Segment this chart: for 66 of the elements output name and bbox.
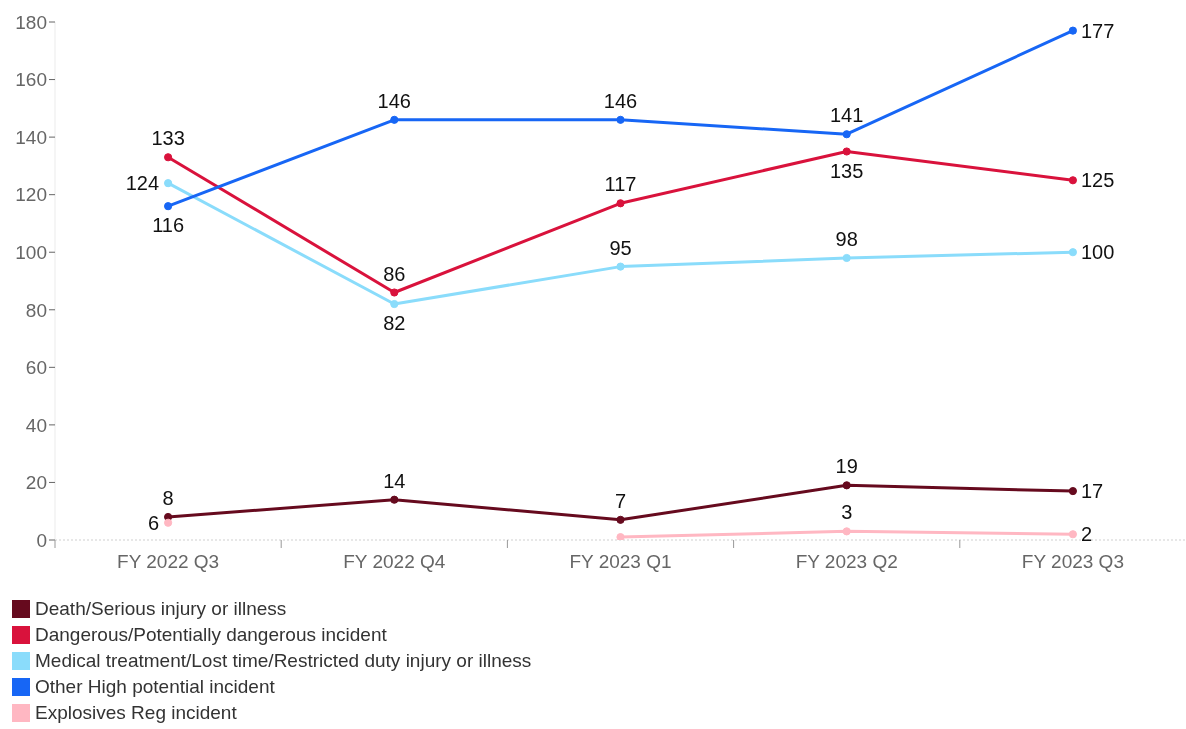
data-label: 177 bbox=[1080, 19, 1115, 42]
data-label: 86 bbox=[383, 262, 406, 285]
data-label: 100 bbox=[1080, 241, 1115, 264]
data-label: 135 bbox=[830, 159, 864, 182]
data-label: 141 bbox=[830, 104, 864, 127]
data-label: 133 bbox=[151, 127, 185, 150]
legend-label: Explosives Reg incident bbox=[35, 702, 237, 724]
point bbox=[1068, 530, 1077, 539]
x-tick-label: FY 2023 Q3 bbox=[1021, 551, 1124, 572]
data-label: 19 bbox=[835, 455, 858, 478]
point bbox=[164, 202, 173, 211]
point bbox=[842, 130, 851, 139]
data-label: 146 bbox=[377, 89, 411, 112]
point bbox=[1068, 486, 1077, 496]
point bbox=[390, 495, 399, 504]
point bbox=[616, 515, 625, 524]
point bbox=[164, 153, 173, 162]
point bbox=[164, 179, 173, 188]
point bbox=[1068, 248, 1077, 257]
point bbox=[390, 288, 399, 297]
point bbox=[1068, 26, 1077, 35]
point bbox=[616, 115, 625, 124]
point bbox=[616, 199, 625, 208]
data-label: 2 bbox=[1080, 523, 1093, 546]
y-tick-label: 100 bbox=[15, 241, 47, 263]
y-tick-label: 80 bbox=[25, 299, 47, 321]
legend-label: Other High potential incident bbox=[35, 676, 275, 698]
point bbox=[390, 299, 399, 309]
data-label: 3 bbox=[841, 501, 853, 524]
data-label: 117 bbox=[604, 173, 637, 196]
point bbox=[842, 481, 851, 490]
y-tick-label: 120 bbox=[15, 184, 47, 206]
data-label: 14 bbox=[383, 469, 406, 492]
point bbox=[1068, 176, 1077, 185]
point bbox=[616, 262, 625, 271]
point bbox=[842, 147, 851, 156]
data-label: 98 bbox=[835, 227, 858, 250]
data-label: 95 bbox=[609, 236, 632, 259]
data-label: 7 bbox=[614, 489, 627, 512]
y-tick-label: 20 bbox=[25, 472, 47, 494]
point bbox=[842, 527, 851, 536]
y-tick-label: 180 bbox=[15, 11, 47, 33]
x-tick-label: FY 2023 Q2 bbox=[795, 551, 898, 572]
point bbox=[842, 253, 851, 263]
legend-label: Dangerous/Potentially dangerous incident bbox=[35, 624, 387, 646]
data-label: 17 bbox=[1080, 480, 1104, 503]
data-label: 6 bbox=[147, 511, 160, 534]
y-tick-label: 160 bbox=[15, 69, 47, 91]
y-tick-label: 140 bbox=[15, 126, 47, 148]
y-tick-label: 40 bbox=[25, 414, 47, 436]
legend-label: Death/Serious injury or illness bbox=[35, 598, 287, 620]
data-label: 125 bbox=[1080, 169, 1115, 192]
legend-label: Medical treatment/Lost time/Restricted duty injury or illness bbox=[35, 650, 532, 672]
data-label: 146 bbox=[603, 89, 638, 112]
x-tick-label: FY 2023 Q1 bbox=[569, 551, 672, 572]
x-tick-label: FY 2022 Q4 bbox=[343, 551, 446, 572]
y-tick-label: 0 bbox=[36, 529, 47, 551]
data-label: 124 bbox=[125, 172, 160, 195]
x-tick-label: FY 2022 Q3 bbox=[117, 551, 220, 572]
point bbox=[616, 533, 625, 540]
point bbox=[164, 518, 173, 527]
data-label: 8 bbox=[162, 486, 174, 509]
data-label: 116 bbox=[152, 214, 185, 237]
y-tick-label: 60 bbox=[25, 357, 47, 379]
point bbox=[390, 115, 399, 124]
data-label: 82 bbox=[383, 312, 406, 335]
